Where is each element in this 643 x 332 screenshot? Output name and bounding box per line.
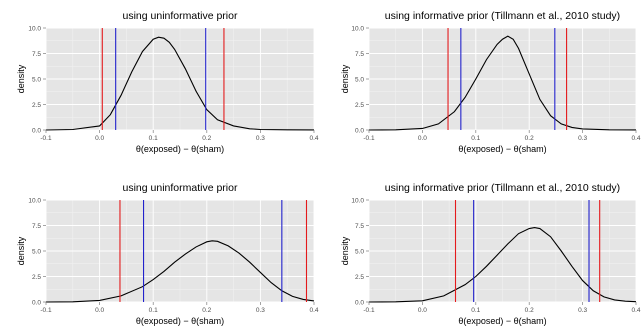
chart-title: using uninformative prior xyxy=(123,10,238,22)
chart-panel-3: -0.1 0.0 0.1 0.2 0.3 0.40.02.55.07.510.0using… xyxy=(16,182,319,326)
x-tick-label: 0.4 xyxy=(309,307,318,314)
y-tick-label: 0.0 xyxy=(355,299,364,306)
chart-title: using informative prior (Tillmann et al.… xyxy=(385,10,620,22)
chart-title: using informative prior (Tillmann et al.… xyxy=(385,182,620,194)
x-tick-label: 0.0 xyxy=(95,307,104,314)
x-tick-label: 0.3 xyxy=(256,307,265,314)
y-tick-label: 10.0 xyxy=(28,197,41,204)
x-tick-label: -0.1 xyxy=(363,135,375,142)
y-tick-label: 5.0 xyxy=(32,248,41,255)
density-curve xyxy=(368,35,637,131)
y-axis-label: density xyxy=(16,236,26,265)
chart-panel-4: -0.1 0.0 0.1 0.2 0.3 0.40.02.55.07.510.0using… xyxy=(340,182,641,326)
x-tick-label: 0.1 xyxy=(471,307,480,314)
x-tick-label: -0.1 xyxy=(40,307,52,314)
y-tick-label: 2.5 xyxy=(32,102,41,109)
x-tick-label: 0.2 xyxy=(525,135,534,142)
x-tick-label: 0.3 xyxy=(578,135,587,142)
x-tick-label: 0.4 xyxy=(631,135,640,142)
x-tick-label: 0.4 xyxy=(631,307,640,314)
x-axis-label: θ(exposed) − θ(sham) xyxy=(136,316,224,326)
x-tick-label: -0.1 xyxy=(363,307,375,314)
x-tick-label: 0.3 xyxy=(578,307,587,314)
y-tick-label: 10.0 xyxy=(28,25,41,32)
y-tick-label: 5.0 xyxy=(355,248,364,255)
y-tick-label: 0.0 xyxy=(32,299,41,306)
x-tick-label: 0.3 xyxy=(256,135,265,142)
y-tick-label: 2.5 xyxy=(355,102,364,109)
y-tick-label: 0.0 xyxy=(355,127,364,134)
density-curve xyxy=(45,36,315,131)
y-tick-label: 7.5 xyxy=(32,223,41,230)
x-axis-label: θ(exposed) − θ(sham) xyxy=(458,316,546,326)
y-axis-label: density xyxy=(340,64,350,93)
y-tick-label: 5.0 xyxy=(32,76,41,83)
x-tick-label: 0.2 xyxy=(202,135,211,142)
x-tick-label: -0.1 xyxy=(40,135,52,142)
x-tick-label: 0.0 xyxy=(418,307,427,314)
chart-title: using uninformative prior xyxy=(123,182,238,194)
x-tick-label: 0.0 xyxy=(418,135,427,142)
y-tick-label: 2.5 xyxy=(355,274,364,281)
x-tick-label: 0.0 xyxy=(95,135,104,142)
y-tick-label: 10.0 xyxy=(351,197,364,204)
y-tick-label: 5.0 xyxy=(355,76,364,83)
x-tick-label: 0.1 xyxy=(471,135,480,142)
y-axis-label: density xyxy=(16,64,26,93)
y-tick-label: 7.5 xyxy=(355,223,364,230)
density-curve xyxy=(45,240,315,303)
x-tick-label: 0.2 xyxy=(202,307,211,314)
chart-panel-2: -0.1 0.0 0.1 0.2 0.3 0.40.02.55.07.510.0using… xyxy=(340,10,641,154)
x-tick-label: 0.1 xyxy=(149,307,158,314)
y-tick-label: 7.5 xyxy=(355,51,364,58)
density-curve xyxy=(368,226,637,303)
y-tick-label: 10.0 xyxy=(351,25,364,32)
chart-panel-1: -0.1 0.0 0.1 0.2 0.3 0.40.02.55.07.510.0using… xyxy=(16,10,319,154)
x-tick-label: 0.2 xyxy=(525,307,534,314)
x-axis-label: θ(exposed) − θ(sham) xyxy=(136,144,224,154)
y-axis-label: density xyxy=(340,236,350,265)
x-tick-label: 0.1 xyxy=(149,135,158,142)
y-tick-label: 0.0 xyxy=(32,127,41,134)
x-axis-label: θ(exposed) − θ(sham) xyxy=(458,144,546,154)
x-tick-label: 0.4 xyxy=(309,135,318,142)
y-tick-label: 7.5 xyxy=(32,51,41,58)
y-tick-label: 2.5 xyxy=(32,274,41,281)
